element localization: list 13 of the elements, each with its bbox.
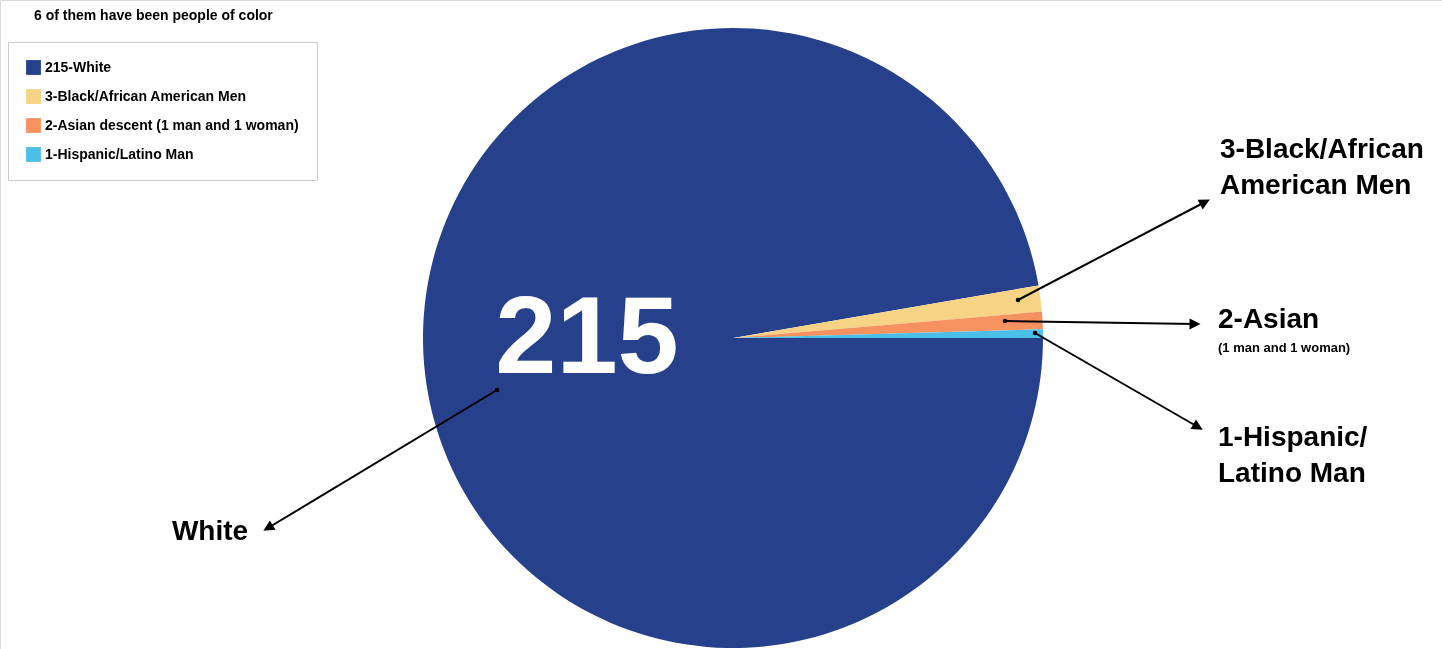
legend-label: 215-White <box>45 58 112 75</box>
text: 2-Asian <box>1218 303 1320 334</box>
legend-label: 2-Asian descent (1 man and 1 woman) <box>45 116 299 133</box>
data-label: 215 <box>495 273 679 396</box>
text: 3-Black/African American Men <box>1220 133 1424 201</box>
legend-label: 3-Black/African American Men <box>45 87 246 104</box>
text: White <box>171 515 249 546</box>
legend-title: 6 of them have been people of color <box>34 7 274 23</box>
text: 1-Hispanic/ Latino Man <box>1218 421 1368 489</box>
legend-label: 1-Hispanic/Latino Man <box>45 145 194 162</box>
text: (1 man and 1 woman) <box>1218 340 1351 355</box>
pie-slice <box>733 285 1042 338</box>
pie-slice <box>423 28 1043 648</box>
